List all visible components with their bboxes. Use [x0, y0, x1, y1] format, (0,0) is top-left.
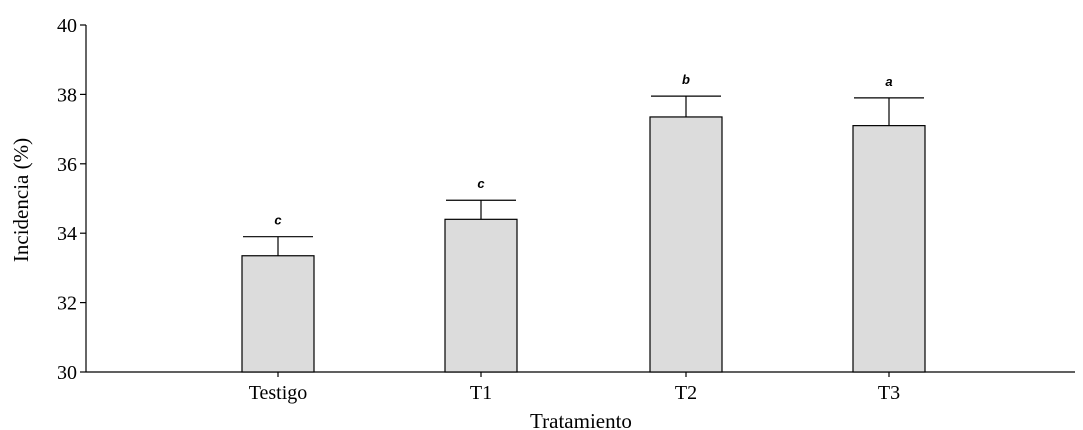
x-tick-label: Testigo [249, 382, 308, 404]
x-tick-label: T2 [675, 382, 697, 404]
x-axis: Testigo T1 T2 T3 [86, 371, 1075, 404]
bars-group: c c b a [241, 72, 926, 373]
bar [241, 255, 315, 373]
bar [444, 218, 518, 373]
y-tick-label: 38 [57, 84, 77, 106]
bar [852, 125, 926, 373]
x-axis-title: Tratamiento [530, 409, 632, 430]
bar [649, 116, 723, 373]
y-axis: 30 32 34 36 38 40 [57, 15, 87, 384]
significance-label: b [682, 72, 690, 87]
y-tick-label: 32 [57, 293, 77, 315]
y-axis-title: Incidencia (%) [9, 138, 33, 262]
significance-label: c [274, 213, 282, 228]
y-tick-label: 34 [57, 223, 77, 245]
significance-label: a [885, 74, 892, 89]
x-tick-label: T3 [878, 382, 900, 404]
x-tick-label: T1 [470, 382, 492, 404]
significance-label: c [477, 176, 485, 191]
y-tick-label: 40 [57, 15, 77, 37]
y-tick-label: 36 [57, 154, 77, 176]
y-tick-label: 30 [57, 362, 77, 384]
